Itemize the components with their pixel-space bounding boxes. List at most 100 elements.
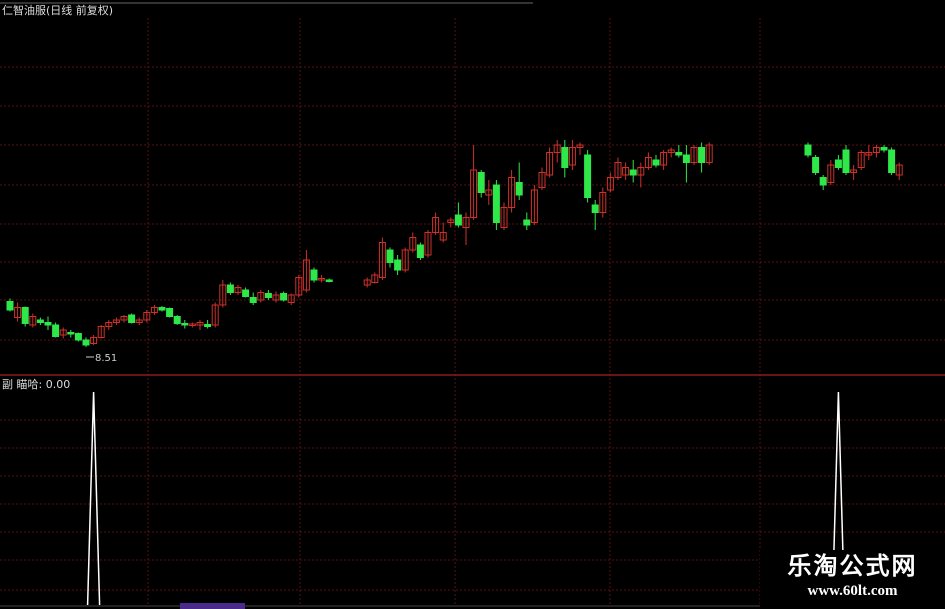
candle-down [515, 182, 523, 196]
candle-down [812, 157, 820, 173]
candle-down [394, 259, 402, 271]
candle-up [409, 237, 417, 251]
candle-down [804, 144, 812, 156]
candle-up [568, 147, 576, 166]
candle-up [705, 144, 713, 163]
candle-down [44, 322, 52, 326]
indicator-spike [86, 391, 101, 606]
candle-up [485, 189, 493, 196]
candle-up [872, 147, 880, 153]
candle-down [36, 319, 44, 323]
candle-up [378, 242, 386, 278]
candle-up [401, 249, 409, 271]
candle-up [188, 323, 196, 326]
candle-down [128, 314, 136, 323]
indicator-spike [831, 391, 846, 606]
candle-down [819, 177, 827, 186]
candle-down [226, 284, 234, 293]
candle-up [538, 172, 546, 188]
candle-up [287, 294, 295, 303]
candle-up [622, 167, 630, 176]
candle-down [242, 289, 250, 297]
candle-up [660, 152, 668, 166]
candle-up [895, 164, 903, 176]
candle-down [561, 147, 569, 168]
candle-up [606, 177, 614, 191]
candle-up [120, 316, 128, 321]
candle-down [74, 333, 82, 341]
candle-down [591, 204, 599, 213]
candle-up [59, 329, 67, 336]
candle-down [82, 339, 90, 346]
chart-title: 仁智油服(日线 前复权) [2, 4, 114, 17]
watermark: 乐淘公式网 www.60lt.com [760, 550, 945, 609]
candle-down [834, 159, 842, 168]
candle-down [166, 308, 174, 317]
candle-down [454, 214, 462, 226]
candle-down [386, 249, 394, 263]
candle-up [553, 144, 561, 153]
candle-up [637, 167, 645, 176]
candle-up [530, 189, 538, 223]
candle-up [371, 274, 379, 283]
candle-down [888, 149, 896, 173]
candle-up [318, 278, 326, 281]
candle-down [880, 147, 888, 151]
watermark-name: 乐淘公式网 [787, 551, 918, 580]
candle-down [52, 324, 60, 337]
candle-up [112, 319, 120, 323]
candle-down [280, 293, 288, 301]
candle-up [14, 307, 22, 318]
indicator-label: 副 瞄哈: 0.00 [2, 378, 71, 391]
watermark-url: www.60lt.com [807, 583, 898, 599]
candle-up [196, 322, 204, 326]
candle-up [850, 169, 858, 173]
candle-up [690, 147, 698, 163]
candle-up [211, 304, 219, 326]
candle-down [629, 169, 637, 176]
candle-up [219, 284, 227, 306]
candle-up [29, 316, 37, 326]
candle-down [477, 172, 485, 193]
candle-down [416, 244, 424, 258]
candle-down [181, 323, 189, 326]
candle-down [264, 293, 272, 298]
candle-up [667, 149, 675, 153]
candle-up [257, 292, 265, 301]
candle-up [470, 169, 478, 218]
candle-down [682, 154, 690, 163]
candle-down [158, 307, 166, 311]
candle-up [439, 232, 447, 241]
low-marker-label: 8.51 [95, 353, 117, 364]
candle-down [523, 219, 531, 226]
candle-up [105, 322, 113, 327]
scrollbar-thumb [180, 603, 245, 609]
candle-down [584, 154, 592, 198]
candle-down [21, 307, 29, 324]
candle-up [302, 259, 310, 291]
candle-up [424, 232, 432, 256]
candle-up [599, 192, 607, 213]
candle-down [310, 269, 318, 281]
candle-up [363, 279, 371, 286]
candle-up [865, 152, 873, 156]
candle-down [698, 147, 706, 163]
candle-up [143, 312, 151, 321]
candle-down [325, 279, 333, 282]
candle-down [842, 149, 850, 173]
candle-down [652, 159, 660, 166]
candle-up [644, 157, 652, 168]
candle-down [6, 301, 14, 311]
candle-up [150, 307, 158, 313]
candle-up [295, 277, 303, 296]
candle-up [546, 152, 554, 176]
candle-up [432, 217, 440, 233]
candle-down [675, 152, 683, 156]
candle-up [614, 162, 622, 178]
candle-up [272, 294, 280, 301]
candle-up [97, 326, 105, 338]
candle-down [67, 332, 75, 335]
candle-up [90, 337, 98, 344]
candle-down [249, 297, 257, 303]
